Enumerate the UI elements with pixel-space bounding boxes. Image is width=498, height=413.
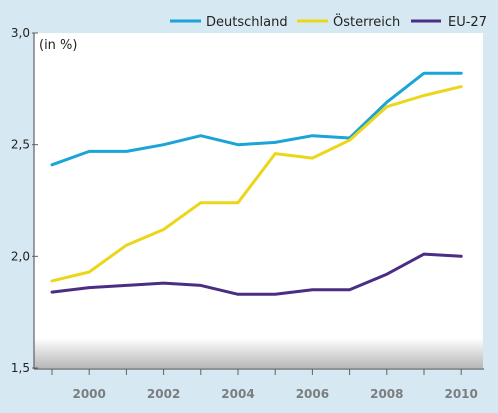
y-tick-label: 3,0 [11, 26, 30, 40]
series-line-2 [50, 252, 463, 296]
x-tick-label: 2004 [221, 387, 254, 401]
x-tick-label: 2008 [370, 387, 403, 401]
plot-area [34, 33, 483, 368]
legend: Deutschland Österreich EU-27 [170, 13, 487, 30]
y-tick-label: 1,5 [11, 361, 30, 375]
plot-bottom-shade [34, 338, 483, 368]
x-tick-label: 2000 [72, 387, 105, 401]
legend-label-2: EU-27 [448, 15, 487, 30]
x-tick-label: 2006 [296, 387, 329, 401]
y-tick-label: 2,5 [11, 138, 30, 152]
series-lines [50, 71, 463, 296]
legend-label-0: Deutschland [206, 15, 288, 30]
legend-label-1: Österreich [333, 13, 400, 30]
series-line-0 [50, 71, 463, 167]
unit-label: (in %) [39, 38, 77, 53]
x-tick-label: 2010 [444, 387, 477, 401]
series-line-1 [50, 85, 463, 283]
x-axis-ticks: 2000 2002 2004 2006 2008 2010 [51, 369, 478, 401]
x-tick-label: 2002 [147, 387, 180, 401]
y-axis-ticks: 1,5 2,0 2,5 3,0 [11, 26, 38, 375]
y-tick-label: 2,0 [11, 249, 30, 263]
